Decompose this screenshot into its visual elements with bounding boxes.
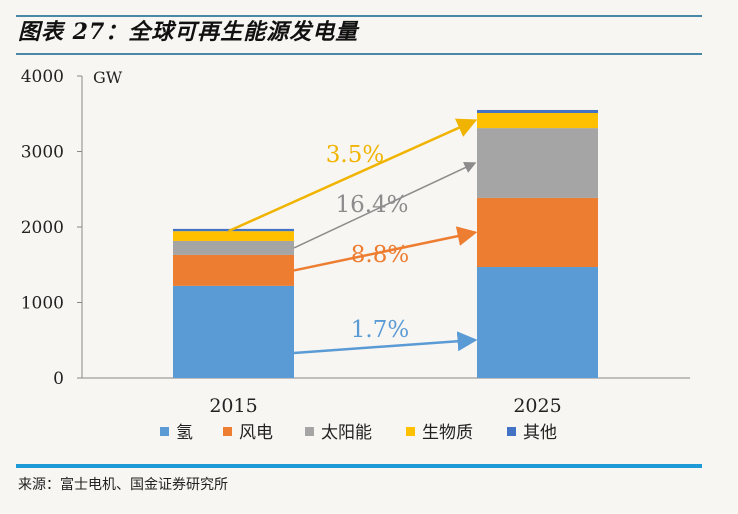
y-tick-label: 4000 xyxy=(21,67,64,87)
top-rule xyxy=(16,15,702,17)
y-tick-label: 2000 xyxy=(21,218,64,238)
bar-2025-生物质 xyxy=(477,112,598,129)
chart-title: 图表 27：全球可再生能源发电量 xyxy=(18,19,359,45)
growth-label-风电: 8.8% xyxy=(351,242,409,268)
growth-label-氢: 1.7% xyxy=(351,317,409,343)
growth-arrow-太阳能 xyxy=(293,162,477,249)
y-axis-unit: GW xyxy=(93,68,123,87)
legend-label-氢: 氢 xyxy=(176,423,193,443)
growth-arrow-氢 xyxy=(293,331,478,355)
legend-swatch-其他 xyxy=(507,427,516,436)
bar-2015-太阳能 xyxy=(173,240,294,255)
legend-swatch-太阳能 xyxy=(305,427,314,436)
bar-2015-风电 xyxy=(173,254,294,286)
growth-arrow-风电 xyxy=(293,226,478,272)
title-rule xyxy=(16,53,702,55)
legend-label-风电: 风电 xyxy=(239,423,273,443)
bar-2025-太阳能 xyxy=(477,128,598,198)
legend-label-太阳能: 太阳能 xyxy=(321,423,372,443)
y-tick-label: 1000 xyxy=(21,294,64,314)
x-tick-label: 2025 xyxy=(513,395,561,417)
x-tick-label: 2015 xyxy=(209,395,257,417)
y-tick-label: 3000 xyxy=(21,143,64,163)
growth-arrow-生物质 xyxy=(227,118,478,233)
bar-2015-氢 xyxy=(173,285,294,378)
legend-label-生物质: 生物质 xyxy=(422,423,473,443)
bar-2025-风电 xyxy=(477,197,598,268)
legend-label-其他: 其他 xyxy=(523,423,557,443)
legend-swatch-风电 xyxy=(223,427,232,436)
growth-label-生物质: 3.5% xyxy=(326,142,384,168)
source-rule xyxy=(16,464,702,468)
y-tick-label: 0 xyxy=(53,369,64,389)
bar-2025-氢 xyxy=(477,267,598,378)
growth-label-太阳能: 16.4% xyxy=(335,192,408,218)
legend-swatch-氢 xyxy=(160,427,169,436)
bar-2025-其他 xyxy=(477,109,598,113)
bar-2015-生物质 xyxy=(173,231,294,241)
legend-swatch-生物质 xyxy=(406,427,415,436)
source-note: 来源：富士电机、国金证券研究所 xyxy=(18,477,228,493)
